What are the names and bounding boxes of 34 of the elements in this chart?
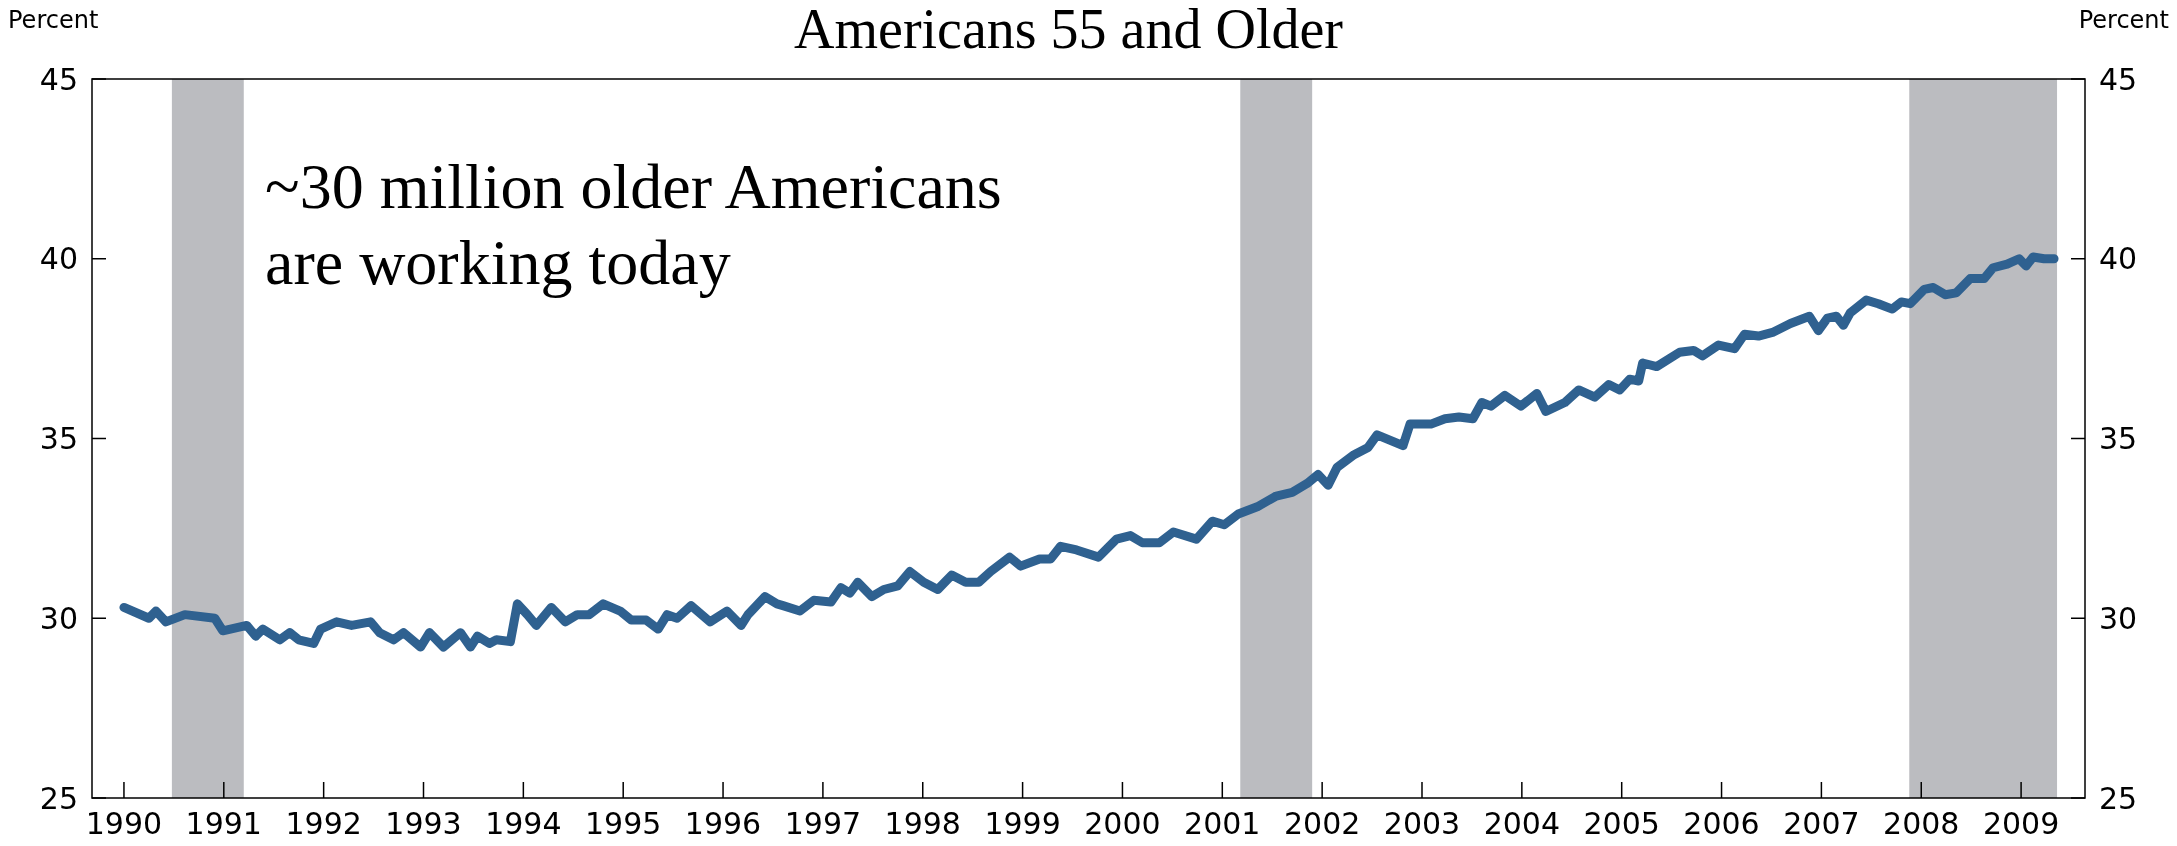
- y2-tick-label: 45: [2099, 61, 2138, 97]
- y-tick-label: 25: [39, 780, 78, 816]
- x-tick-label: 1997: [784, 806, 862, 841]
- y-tick-label: 30: [39, 600, 78, 636]
- x-tick-label: 1996: [684, 806, 762, 841]
- chart-title: Americans 55 and Older: [794, 0, 1344, 60]
- y-tick-label: 35: [39, 421, 78, 456]
- x-tick-label: 1998: [884, 806, 961, 841]
- x-tick-label: 2004: [1483, 806, 1561, 841]
- y2-tick-label: 25: [2099, 780, 2138, 816]
- y-tick-label: 40: [39, 241, 78, 277]
- x-tick-label: 1993: [385, 806, 462, 841]
- x-tick-label: 1991: [185, 806, 262, 841]
- y-axis-title: Percent: [8, 6, 99, 34]
- x-tick-label: 2005: [1583, 806, 1660, 841]
- y2-tick-label: 30: [2099, 600, 2138, 636]
- x-tick-label: 1999: [984, 806, 1061, 841]
- x-tick-label: 2006: [1683, 806, 1760, 841]
- x-tick-label: 2003: [1383, 806, 1461, 841]
- y-tick-label: 45: [39, 61, 78, 97]
- x-tick-label: 2001: [1184, 806, 1261, 841]
- annotation: ~30 million older Americans are working today: [265, 151, 1002, 298]
- y2-tick-label: 35: [2099, 421, 2138, 456]
- x-tick-label: 2002: [1283, 806, 1361, 841]
- y2-axis-title: Percent: [2078, 6, 2169, 34]
- x-tick-label: 1992: [285, 806, 362, 841]
- x-tick-label: 2009: [1982, 806, 2060, 841]
- x-tick-label: 2007: [1783, 806, 1860, 841]
- y2-tick-label: 40: [2099, 241, 2138, 277]
- x-tick-label: 1990: [85, 806, 163, 841]
- x-tick-label: 1994: [485, 806, 562, 841]
- x-tick-label: 2000: [1084, 806, 1161, 841]
- x-tick-label: 2008: [1883, 806, 1960, 841]
- x-tick-label: 1995: [585, 806, 662, 841]
